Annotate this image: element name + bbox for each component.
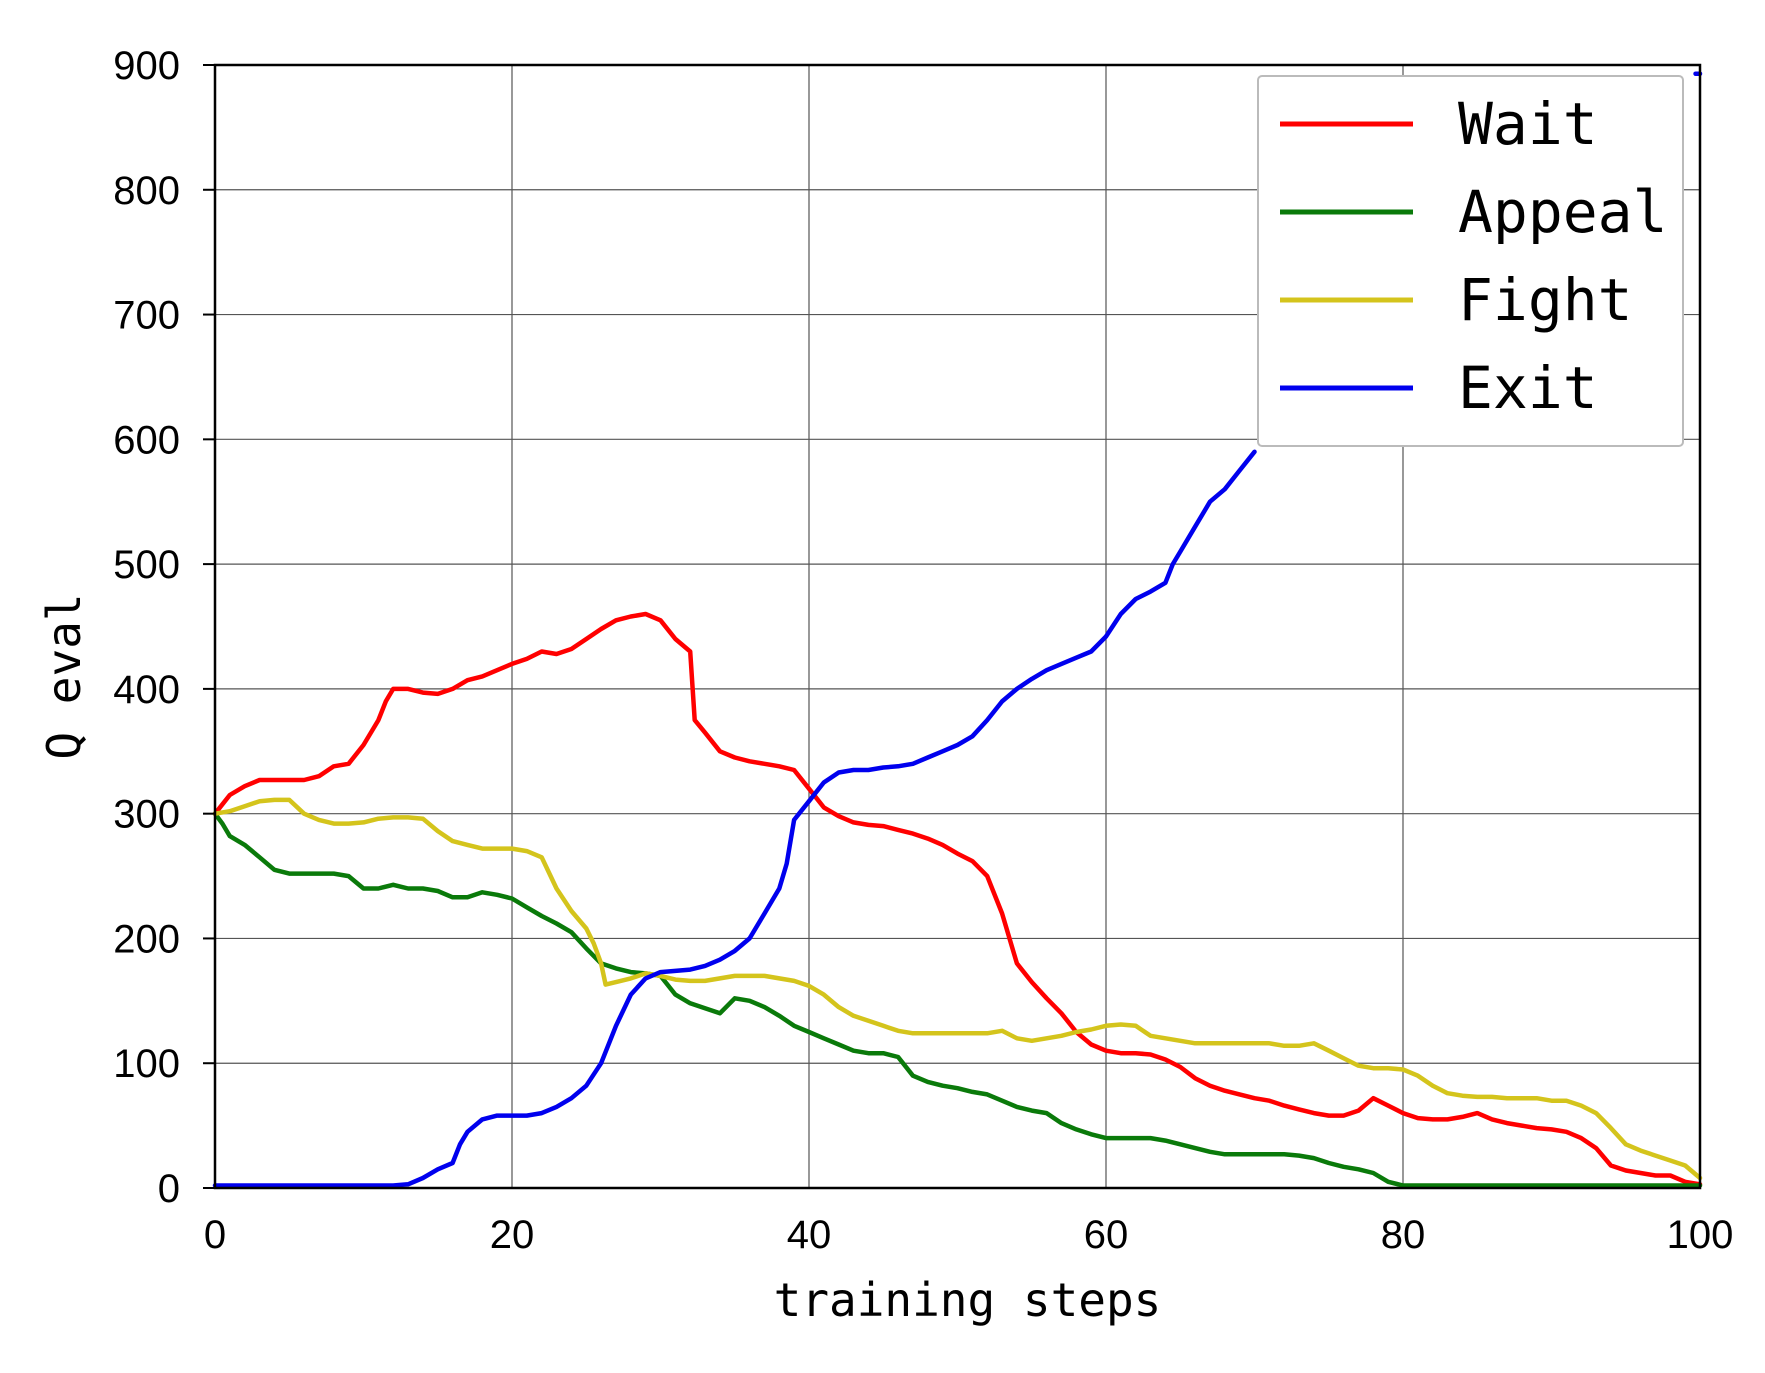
y-tick-label-700: 700 [113, 294, 180, 338]
x-tick-labels: 0 20 40 60 80 100 [204, 1213, 1734, 1257]
x-axis-title: training steps [774, 1273, 1162, 1327]
legend-label-wait: Wait [1458, 90, 1598, 158]
series-line-exit [212, 449, 1257, 1188]
y-tick-label-600: 600 [113, 418, 180, 462]
legend-label-exit: Exit [1458, 354, 1598, 422]
legend-label-fight: Fight [1458, 266, 1633, 334]
series-line-fight [212, 797, 1703, 1181]
y-tick-label-500: 500 [113, 543, 180, 587]
legend-items: Wait Appeal Fight Exit [1280, 90, 1668, 422]
y-tick-label-0: 0 [158, 1167, 180, 1211]
x-tick-label-60: 60 [1084, 1213, 1129, 1257]
x-tick-label-0: 0 [204, 1213, 226, 1257]
y-tick-label-900: 900 [113, 44, 180, 88]
series-lines [212, 71, 1703, 1188]
legend: Wait Appeal Fight Exit [1257, 75, 1684, 447]
y-tick-label-100: 100 [113, 1042, 180, 1086]
y-tick-label-200: 200 [113, 917, 180, 961]
y-tick-label-300: 300 [113, 793, 180, 837]
y-tick-label-800: 800 [113, 169, 180, 213]
legend-box [1257, 75, 1684, 447]
x-tick-label-20: 20 [490, 1213, 535, 1257]
x-tick-label-80: 80 [1381, 1213, 1426, 1257]
y-axis-title: Q eval [37, 593, 91, 759]
x-tick-label-100: 100 [1667, 1213, 1734, 1257]
plot-frame [213, 63, 1702, 1190]
x-tick-label-40: 40 [787, 1213, 832, 1257]
series-line-appeal [212, 811, 1703, 1188]
y-tick-label-400: 400 [113, 668, 180, 712]
y-tick-labels: 0 100 200 300 400 500 600 700 800 900 [113, 44, 215, 1211]
legend-label-appeal: Appeal [1458, 178, 1668, 246]
series-line-wait [212, 611, 1703, 1187]
